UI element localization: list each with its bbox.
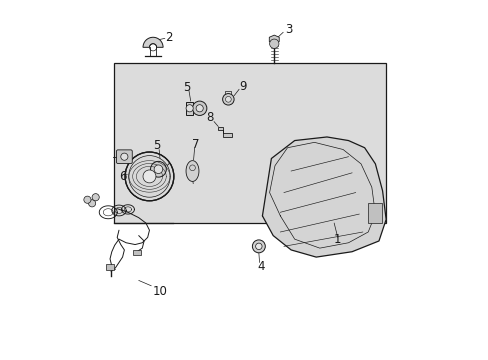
Circle shape: [154, 165, 163, 174]
Text: 8: 8: [205, 112, 213, 125]
Circle shape: [252, 240, 265, 253]
Bar: [106, 264, 113, 270]
Text: 4: 4: [256, 260, 264, 273]
Text: 1: 1: [333, 233, 341, 246]
Text: 2: 2: [165, 31, 173, 44]
Text: 5: 5: [183, 81, 190, 94]
Wedge shape: [142, 37, 163, 47]
Text: 9: 9: [239, 80, 246, 93]
Circle shape: [88, 200, 96, 207]
Polygon shape: [218, 127, 231, 136]
Text: 5: 5: [153, 139, 160, 152]
Circle shape: [255, 243, 262, 249]
Bar: [133, 250, 140, 255]
Circle shape: [269, 39, 278, 48]
Polygon shape: [185, 161, 199, 181]
Text: 6: 6: [119, 170, 126, 183]
Circle shape: [142, 170, 156, 183]
Circle shape: [92, 194, 99, 201]
Circle shape: [121, 153, 128, 160]
Text: 7: 7: [191, 138, 199, 150]
Polygon shape: [269, 35, 279, 44]
Circle shape: [150, 161, 166, 177]
FancyBboxPatch shape: [116, 150, 132, 163]
Circle shape: [83, 196, 91, 203]
Circle shape: [196, 105, 203, 112]
Text: 3: 3: [285, 23, 292, 36]
Circle shape: [185, 105, 193, 112]
Bar: [367, 203, 381, 223]
Circle shape: [222, 94, 234, 105]
Circle shape: [128, 156, 170, 197]
Polygon shape: [262, 137, 386, 257]
Bar: [186, 102, 192, 115]
Text: 10: 10: [152, 285, 167, 298]
Circle shape: [192, 101, 206, 116]
Bar: [113, 63, 386, 223]
Circle shape: [225, 96, 231, 102]
